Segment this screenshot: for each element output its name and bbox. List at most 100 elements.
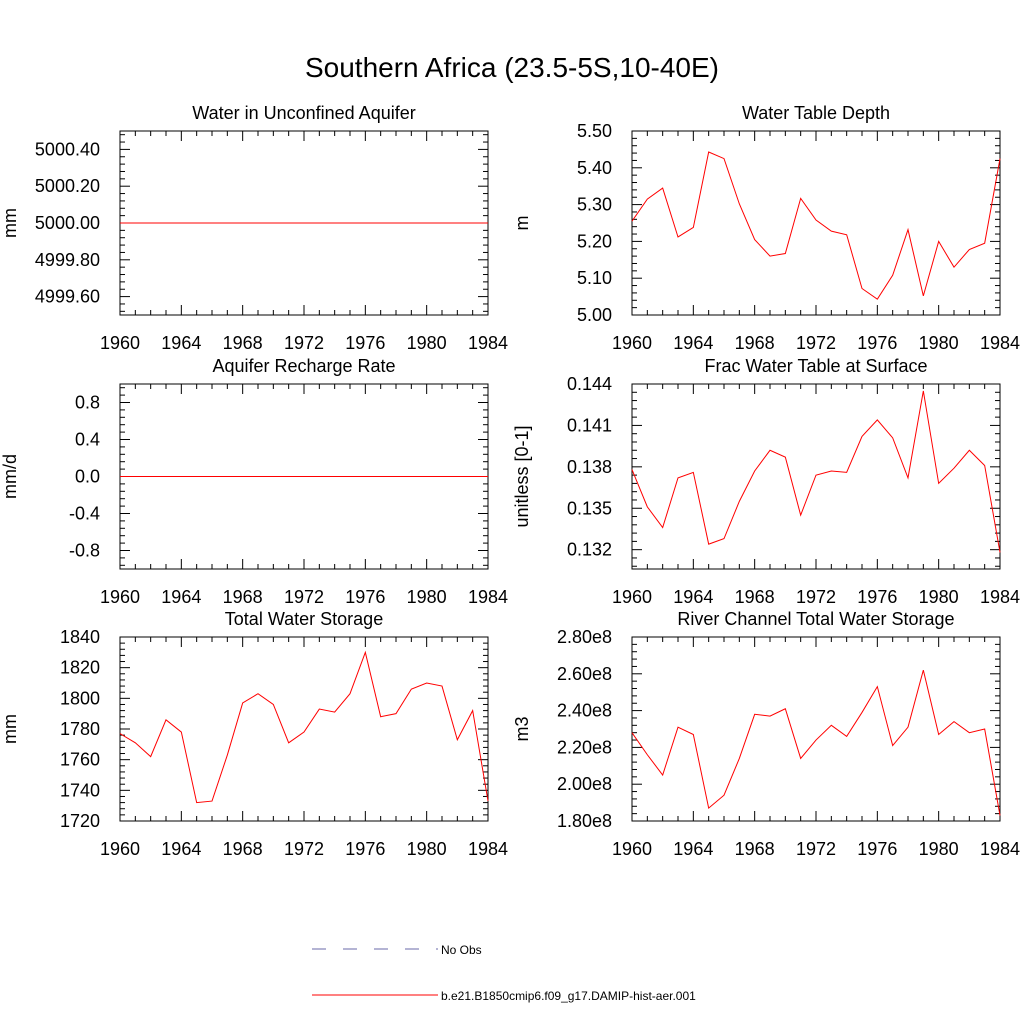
x-tick-label: 1968 — [223, 587, 263, 607]
y-tick-label: 0.8 — [75, 393, 100, 413]
y-tick-label: 1740 — [60, 780, 100, 800]
x-tick-label: 1960 — [100, 839, 140, 859]
y-tick-label: 5.10 — [577, 268, 612, 288]
y-tick-label: 4999.80 — [35, 250, 100, 270]
y-tick-label: -0.4 — [69, 504, 100, 524]
y-tick-label: -0.8 — [69, 541, 100, 561]
y-tick-label: 5000.20 — [35, 176, 100, 196]
y-tick-label: 0.138 — [567, 457, 612, 477]
plot-frame — [631, 130, 1001, 316]
x-tick-label: 1980 — [919, 839, 959, 859]
x-tick-label: 1976 — [345, 839, 385, 859]
x-tick-label: 1984 — [468, 333, 508, 353]
y-tick-label: 5.30 — [577, 195, 612, 215]
y-tick-label: 0.135 — [567, 498, 612, 518]
panel-title: River Channel Total Water Storage — [677, 609, 954, 629]
y-tick-label: 2.60e8 — [557, 664, 612, 684]
x-tick-label: 1976 — [345, 333, 385, 353]
x-tick-label: 1968 — [735, 333, 775, 353]
y-tick-label: 1.80e8 — [557, 811, 612, 831]
panel-title: Total Water Storage — [225, 609, 383, 629]
x-tick-label: 1964 — [161, 333, 201, 353]
panel-2: Water Table Depth m 1960 1964 1968 1972 1976 19… — [512, 103, 1020, 353]
panel-title: Frac Water Table at Surface — [704, 356, 927, 376]
y-tick-label: 1840 — [60, 627, 100, 647]
plot-frame — [119, 636, 489, 822]
panel-title: Aquifer Recharge Rate — [212, 356, 395, 376]
x-tick-label: 1964 — [161, 839, 201, 859]
y-axis-label: unitless [0-1] — [512, 425, 532, 527]
y-tick-label: 0.132 — [567, 540, 612, 560]
y-tick-label: 0.0 — [75, 467, 100, 487]
x-tick-label: 1964 — [673, 333, 713, 353]
x-tick-label: 1972 — [796, 587, 836, 607]
legend-obs-label: No Obs — [441, 943, 482, 957]
y-tick-label: 5.50 — [577, 121, 612, 141]
y-tick-label: 1820 — [60, 658, 100, 678]
x-tick-label: 1972 — [284, 839, 324, 859]
y-tick-label: 0.141 — [567, 415, 612, 435]
x-tick-label: 1968 — [735, 587, 775, 607]
x-tick-label: 1960 — [100, 333, 140, 353]
y-tick-label: 4999.60 — [35, 287, 100, 307]
y-tick-label: 2.80e8 — [557, 627, 612, 647]
y-axis-label: mm — [0, 714, 20, 744]
x-tick-label: 1964 — [673, 839, 713, 859]
x-tick-label: 1976 — [857, 333, 897, 353]
x-tick-label: 1984 — [468, 839, 508, 859]
y-tick-label: 1800 — [60, 688, 100, 708]
legend: No Obs b.e21.B1850cmip6.f09_g17.DAMIP-his… — [312, 943, 696, 1003]
x-tick-label: 1980 — [407, 839, 447, 859]
x-tick-label: 1980 — [407, 333, 447, 353]
y-axis-label: m3 — [512, 716, 532, 741]
y-tick-label: 5.20 — [577, 231, 612, 251]
y-tick-label: 1760 — [60, 750, 100, 770]
x-tick-label: 1968 — [735, 839, 775, 859]
y-tick-label: 5.00 — [577, 305, 612, 325]
y-tick-label: 1720 — [60, 811, 100, 831]
panel-4: Frac Water Table at Surface unitless [0-1… — [512, 356, 1020, 607]
x-tick-label: 1984 — [980, 839, 1020, 859]
legend-model-label: b.e21.B1850cmip6.f09_g17.DAMIP-hist-aer.… — [441, 989, 696, 1003]
x-tick-label: 1980 — [919, 333, 959, 353]
x-tick-label: 1972 — [796, 333, 836, 353]
x-tick-label: 1976 — [857, 587, 897, 607]
y-tick-label: 0.144 — [567, 374, 612, 394]
x-tick-label: 1984 — [980, 333, 1020, 353]
x-tick-label: 1972 — [284, 333, 324, 353]
y-tick-label: 5.40 — [577, 158, 612, 178]
x-tick-label: 1984 — [468, 587, 508, 607]
y-tick-label: 0.4 — [75, 430, 100, 450]
series-line — [631, 151, 1001, 300]
y-axis-label: mm — [0, 208, 20, 238]
x-tick-label: 1960 — [100, 587, 140, 607]
series-line — [631, 669, 1001, 816]
y-tick-label: 5000.40 — [35, 139, 100, 159]
series-line — [119, 650, 489, 804]
x-tick-label: 1976 — [345, 587, 385, 607]
y-tick-label: 2.00e8 — [557, 774, 612, 794]
x-tick-label: 1976 — [857, 839, 897, 859]
series-line — [631, 390, 1001, 553]
x-tick-label: 1960 — [612, 587, 652, 607]
x-tick-label: 1964 — [161, 587, 201, 607]
x-tick-label: 1968 — [223, 839, 263, 859]
figure-title: Southern Africa (23.5-5S,10-40E) — [304, 52, 719, 83]
y-tick-label: 2.40e8 — [557, 701, 612, 721]
panel-title: Water Table Depth — [742, 103, 890, 123]
panel-3: Aquifer Recharge Rate mm/d 1960 1964 1968 197… — [0, 356, 508, 607]
y-tick-label: 2.20e8 — [557, 737, 612, 757]
y-tick-label: 1780 — [60, 719, 100, 739]
x-tick-label: 1980 — [919, 587, 959, 607]
x-tick-label: 1960 — [612, 839, 652, 859]
x-tick-label: 1960 — [612, 333, 652, 353]
panel-5: Total Water Storage mm 1960 1964 1968 1972 197… — [0, 609, 508, 859]
panel-title: Water in Unconfined Aquifer — [192, 103, 415, 123]
x-tick-label: 1968 — [223, 333, 263, 353]
x-tick-label: 1964 — [673, 587, 713, 607]
x-tick-label: 1972 — [796, 839, 836, 859]
x-tick-label: 1984 — [980, 587, 1020, 607]
